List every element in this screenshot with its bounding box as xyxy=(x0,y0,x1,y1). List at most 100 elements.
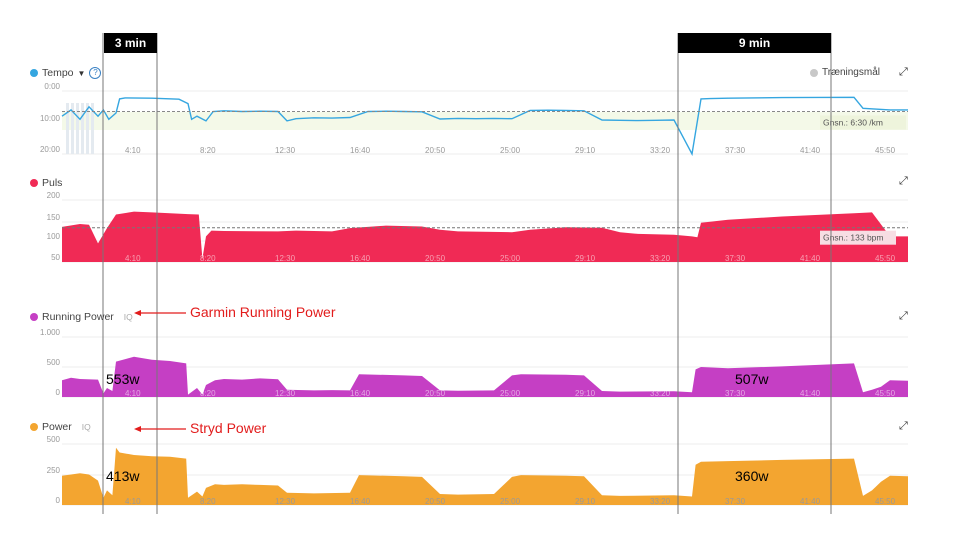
running-power-x-tick-label: 4:10 xyxy=(125,389,141,398)
power-legend-dot xyxy=(30,423,38,431)
stryd-annotation: Stryd Power xyxy=(190,420,266,436)
running-power-panel-title: Running Power IQ xyxy=(30,311,133,323)
power-title: Power xyxy=(42,421,72,433)
power-x-tick-label: 4:10 xyxy=(125,497,141,506)
tempo-x-tick-label: 45:50 xyxy=(875,146,896,155)
power-3min-value-label: 413w xyxy=(106,468,140,484)
power-y-tick-label: 0 xyxy=(56,496,61,505)
power-iq-badge: IQ xyxy=(82,422,91,432)
power-x-tick-label: 12:30 xyxy=(275,497,296,506)
running-power-x-tick-label: 37:30 xyxy=(725,389,746,398)
running-power-y-tick-label: 1.000 xyxy=(40,328,61,337)
tempo-x-tick-label: 20:50 xyxy=(425,146,446,155)
tempo-x-tick-label: 37:30 xyxy=(725,146,746,155)
running-power-legend-dot xyxy=(30,313,38,321)
tempo-x-tick-label: 29:10 xyxy=(575,146,596,155)
running-power-expand-icon[interactable]: ⤢ xyxy=(899,310,908,323)
running-power-x-tick-label: 25:00 xyxy=(500,389,521,398)
puls-y-tick-label: 100 xyxy=(47,232,61,241)
puls-panel-title: Puls xyxy=(30,177,62,189)
tempo-x-tick-label: 16:40 xyxy=(350,146,371,155)
puls-x-tick-label: 41:40 xyxy=(800,254,821,263)
goal-legend-label: Træningsmål xyxy=(822,67,880,78)
running-power-x-tick-label: 33:20 xyxy=(650,389,671,398)
power-x-tick-label: 37:30 xyxy=(725,497,746,506)
puls-x-tick-label: 33:20 xyxy=(650,254,671,263)
running-power-x-tick-label: 16:40 xyxy=(350,389,371,398)
puls-x-tick-label: 20:50 xyxy=(425,254,446,263)
chevron-down-icon[interactable]: ▼ xyxy=(78,69,86,78)
tempo-x-tick-label: 25:00 xyxy=(500,146,521,155)
tempo-average-label: Gnsn.: 6:30 /km xyxy=(823,117,883,127)
power-x-tick-label: 25:00 xyxy=(500,497,521,506)
tempo-warmup-bar xyxy=(76,103,79,154)
power-x-tick-label: 29:10 xyxy=(575,497,596,506)
puls-x-tick-label: 12:30 xyxy=(275,254,296,263)
puls-legend-dot xyxy=(30,179,38,187)
power-x-tick-label: 41:40 xyxy=(800,497,821,506)
power-x-tick-label: 20:50 xyxy=(425,497,446,506)
running-power-y-tick-label: 500 xyxy=(47,358,61,367)
tempo-x-tick-label: 8:20 xyxy=(200,146,216,155)
power-9min-value-label: 360w xyxy=(735,468,769,484)
puls-series-area xyxy=(62,212,908,262)
running-power-x-tick-label: 29:10 xyxy=(575,389,596,398)
tempo-warmup-bar xyxy=(81,103,84,154)
puls-x-tick-label: 4:10 xyxy=(125,254,141,263)
running-power-3min-value-label: 553w xyxy=(106,371,140,387)
running-power-iq-badge: IQ xyxy=(124,312,133,322)
power-y-tick-label: 500 xyxy=(47,435,61,444)
tempo-goal-band xyxy=(62,112,908,130)
power-panel-title: Power IQ xyxy=(30,421,91,433)
power-y-tick-label: 250 xyxy=(47,466,61,475)
tempo-x-tick-label: 41:40 xyxy=(800,146,821,155)
tempo-title: Tempo xyxy=(42,67,74,79)
tempo-x-tick-label: 12:30 xyxy=(275,146,296,155)
power-x-tick-label: 33:20 xyxy=(650,497,671,506)
puls-x-tick-label: 25:00 xyxy=(500,254,521,263)
power-x-tick-label: 16:40 xyxy=(350,497,371,506)
help-icon[interactable]: ? xyxy=(89,67,101,79)
puls-average-label: Gnsn.: 133 bpm xyxy=(823,233,883,243)
goal-legend-dot xyxy=(810,69,818,77)
puls-x-tick-label: 37:30 xyxy=(725,254,746,263)
puls-x-tick-label: 16:40 xyxy=(350,254,371,263)
tempo-x-tick-label: 4:10 xyxy=(125,146,141,155)
tempo-y-tick-label: 0:00 xyxy=(44,82,60,91)
tempo-y-tick-label: 10:00 xyxy=(40,114,61,123)
power-x-tick-label: 8:20 xyxy=(200,497,216,506)
puls-x-tick-label: 29:10 xyxy=(575,254,596,263)
puls-x-tick-label: 45:50 xyxy=(875,254,896,263)
callout-3min: 3 min xyxy=(104,33,157,53)
tempo-panel-title[interactable]: Tempo ▼ ? xyxy=(30,67,101,79)
running-power-9min-value-label: 507w xyxy=(735,371,769,387)
puls-y-tick-label: 200 xyxy=(47,191,61,200)
tempo-warmup-bar xyxy=(66,103,69,154)
running-power-y-tick-label: 0 xyxy=(56,388,61,397)
callout-9min: 9 min xyxy=(678,33,831,53)
running-power-x-tick-label: 41:40 xyxy=(800,389,821,398)
power-x-tick-label: 45:50 xyxy=(875,497,896,506)
tempo-expand-icon[interactable]: ⤢ xyxy=(899,66,908,79)
tempo-x-tick-label: 33:20 xyxy=(650,146,671,155)
puls-y-tick-label: 150 xyxy=(47,213,61,222)
running-power-x-tick-label: 20:50 xyxy=(425,389,446,398)
running-power-title: Running Power xyxy=(42,311,114,323)
puls-title: Puls xyxy=(42,177,62,189)
tempo-y-tick-label: 20:00 xyxy=(40,145,61,154)
puls-expand-icon[interactable]: ⤢ xyxy=(899,175,908,188)
puls-x-tick-label: 8:20 xyxy=(200,254,216,263)
power-expand-icon[interactable]: ⤢ xyxy=(899,420,908,433)
garmin-annotation: Garmin Running Power xyxy=(190,304,336,320)
goal-legend[interactable]: Træningsmål xyxy=(810,67,880,78)
annotation-arrow-head xyxy=(134,310,141,316)
puls-y-tick-label: 50 xyxy=(51,253,60,262)
running-power-x-tick-label: 8:20 xyxy=(200,389,216,398)
running-power-x-tick-label: 45:50 xyxy=(875,389,896,398)
annotation-arrow-head xyxy=(134,426,141,432)
power-series-area xyxy=(62,448,908,505)
tempo-legend-dot xyxy=(30,69,38,77)
running-power-series-area xyxy=(62,357,908,397)
